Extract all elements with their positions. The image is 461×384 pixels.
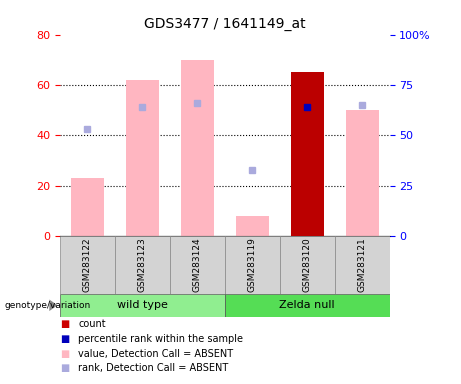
Polygon shape xyxy=(49,300,58,311)
Text: value, Detection Call = ABSENT: value, Detection Call = ABSENT xyxy=(78,349,233,359)
Text: genotype/variation: genotype/variation xyxy=(5,301,91,310)
Text: GSM283124: GSM283124 xyxy=(193,238,202,292)
Text: GSM283122: GSM283122 xyxy=(83,238,92,292)
Bar xyxy=(60,294,225,317)
Text: ■: ■ xyxy=(60,363,69,373)
Bar xyxy=(280,236,335,294)
Text: Zelda null: Zelda null xyxy=(279,300,335,310)
Bar xyxy=(225,236,280,294)
Bar xyxy=(170,236,225,294)
Bar xyxy=(225,294,390,317)
Bar xyxy=(335,236,390,294)
Bar xyxy=(115,236,170,294)
Text: wild type: wild type xyxy=(117,300,168,310)
Bar xyxy=(181,60,214,236)
Text: rank, Detection Call = ABSENT: rank, Detection Call = ABSENT xyxy=(78,363,229,373)
Text: count: count xyxy=(78,319,106,329)
Title: GDS3477 / 1641149_at: GDS3477 / 1641149_at xyxy=(144,17,306,31)
Bar xyxy=(290,72,324,236)
Text: percentile rank within the sample: percentile rank within the sample xyxy=(78,334,243,344)
Text: ■: ■ xyxy=(60,334,69,344)
Text: GSM283123: GSM283123 xyxy=(138,238,147,292)
Bar xyxy=(60,236,115,294)
Text: ■: ■ xyxy=(60,319,69,329)
Text: GSM283121: GSM283121 xyxy=(358,238,366,292)
Bar xyxy=(71,178,104,236)
Text: ■: ■ xyxy=(60,349,69,359)
Text: GSM283119: GSM283119 xyxy=(248,238,257,292)
Bar xyxy=(236,216,269,236)
Text: GSM283120: GSM283120 xyxy=(302,238,312,292)
Bar xyxy=(346,110,378,236)
Bar xyxy=(126,80,159,236)
